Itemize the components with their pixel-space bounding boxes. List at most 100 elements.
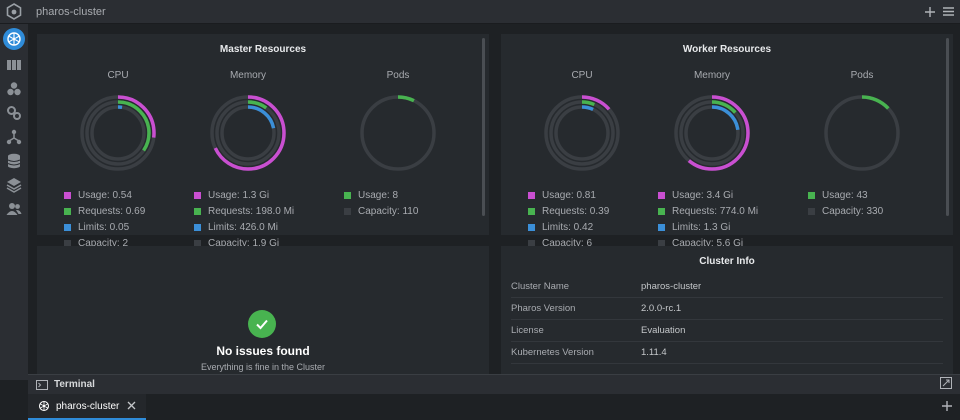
memory-requests: Requests: 774.0 Mi — [672, 205, 759, 217]
add-terminal-icon[interactable] — [942, 398, 952, 416]
terminal-label: Terminal — [54, 379, 95, 390]
terminal-icon — [36, 379, 48, 390]
info-key: Pharos Version — [511, 303, 576, 314]
sidebar-item-workloads[interactable] — [3, 80, 25, 98]
limits-arc — [90, 105, 146, 161]
worker-cpu-gauge — [544, 95, 620, 171]
usage-arc — [544, 95, 620, 171]
memory-usage: Usage: 1.3 Gi — [208, 189, 270, 201]
maximize-icon[interactable] — [940, 376, 952, 394]
memory-capacity: Capacity: 5.6 Gi — [672, 237, 744, 249]
limits-arc — [684, 105, 740, 161]
usage-swatch — [64, 191, 71, 199]
memory-title: Memory — [229, 70, 267, 81]
usage-arc — [360, 95, 436, 171]
kubernetes-icon — [7, 32, 21, 46]
info-row: Pharos Version 2.0.0-rc.1 — [511, 298, 943, 320]
usage-swatch — [344, 191, 351, 199]
limits-swatch — [528, 223, 535, 231]
memory-capacity: Capacity: 1.9 Gi — [208, 237, 280, 249]
master-memory-gauge — [210, 95, 286, 171]
sidebar-item-storage[interactable] — [3, 152, 25, 170]
scrollbar[interactable] — [946, 38, 949, 216]
capacity-swatch — [194, 239, 201, 247]
terminal-bar[interactable]: Terminal — [28, 374, 960, 394]
requests-swatch — [528, 207, 535, 215]
cpu-limits: Limits: 0.42 — [542, 221, 594, 233]
users-icon — [6, 203, 22, 215]
nodes-icon — [7, 60, 21, 70]
master-memory-column: Memory Usage: 1.3 Gi Requests: 198.0 Mi … — [178, 70, 318, 251]
sidebar-item-namespaces[interactable] — [3, 176, 25, 194]
issues-subtitle: Everything is fine in the Cluster — [200, 362, 326, 372]
cpu-requests: Requests: 0.39 — [542, 205, 610, 217]
terminal-tabbar: pharos-cluster — [28, 394, 960, 420]
limits-arc — [220, 105, 276, 161]
usage-arc — [210, 95, 286, 171]
cpu-requests: Requests: 0.69 — [78, 205, 146, 217]
app-logo-icon[interactable] — [0, 0, 28, 24]
limits-arc — [554, 105, 610, 161]
worker-cpu-column: CPU Usage: 0.81 Requests: 0.39 Limits: 0… — [512, 70, 652, 251]
pods-usage: Usage: 43 — [822, 189, 868, 201]
limits-swatch — [194, 223, 201, 231]
sidebar — [0, 24, 28, 380]
info-value: pharos-cluster — [641, 281, 702, 292]
sidebar-item-cluster[interactable] — [3, 28, 25, 50]
layers-icon — [6, 178, 22, 193]
cluster-title: pharos-cluster — [36, 5, 106, 18]
info-key: License — [511, 325, 544, 336]
scrollbar[interactable] — [482, 38, 485, 216]
info-row: Kubernetes Version 1.11.4 — [511, 342, 943, 364]
cpu-capacity: Capacity: 6 — [542, 237, 593, 249]
close-icon[interactable] — [127, 397, 136, 415]
capacity-ring — [215, 100, 281, 166]
memory-limits: Limits: 426.0 Mi — [208, 221, 279, 233]
card-title: Cluster Info — [699, 256, 755, 267]
pods-capacity: Capacity: 330 — [822, 205, 884, 217]
master-cpu-column: CPU Usage: 0.54 Requests: 0.69 Limits: 0… — [48, 70, 188, 251]
capacity-swatch — [658, 239, 665, 247]
storage-icon — [7, 153, 21, 169]
capacity-swatch — [528, 239, 535, 247]
info-value: 1.11.4 — [641, 347, 667, 358]
limits-swatch — [64, 223, 71, 231]
master-cpu-gauge — [80, 95, 156, 171]
terminal-tab[interactable]: pharos-cluster — [28, 394, 146, 420]
pods-title: Pods — [850, 70, 874, 81]
kubernetes-icon — [38, 400, 50, 412]
capacity-swatch — [64, 239, 71, 247]
capacity-ring — [549, 100, 615, 166]
add-icon[interactable] — [924, 6, 936, 18]
cpu-capacity: Capacity: 2 — [78, 237, 129, 249]
pods-title: Pods — [386, 70, 410, 81]
sidebar-item-nodes[interactable] — [3, 56, 25, 74]
capacity-swatch — [808, 207, 815, 215]
menu-icon[interactable] — [942, 6, 954, 18]
cpu-title: CPU — [571, 70, 593, 81]
usage-swatch — [194, 191, 201, 199]
memory-limits: Limits: 1.3 Gi — [672, 221, 731, 233]
capacity-swatch — [344, 207, 351, 215]
capacity-ring — [90, 105, 146, 161]
sidebar-item-users[interactable] — [3, 200, 25, 218]
requests-swatch — [194, 207, 201, 215]
cpu-title: CPU — [107, 70, 129, 81]
cpu-usage: Usage: 0.81 — [542, 189, 596, 201]
worker-pods-gauge — [824, 95, 900, 171]
card-title: Master Resources — [219, 44, 307, 55]
info-key: Kubernetes Version — [511, 347, 594, 358]
cluster-info-card: Cluster Info Cluster Name pharos-cluster… — [501, 246, 953, 376]
memory-requests: Requests: 198.0 Mi — [208, 205, 295, 217]
worker-resources-card: Worker Resources CPU Usage: 0.81 Request… — [501, 34, 953, 249]
card-title: Worker Resources — [682, 44, 772, 55]
info-value: 2.0.0-rc.1 — [641, 303, 682, 314]
info-row: License Evaluation — [511, 320, 943, 342]
sidebar-item-network[interactable] — [3, 128, 25, 146]
info-key: Cluster Name — [511, 281, 570, 292]
issues-title: No issues found — [216, 344, 310, 358]
sidebar-item-config[interactable] — [3, 104, 25, 122]
limits-swatch — [658, 223, 665, 231]
usage-swatch — [528, 191, 535, 199]
